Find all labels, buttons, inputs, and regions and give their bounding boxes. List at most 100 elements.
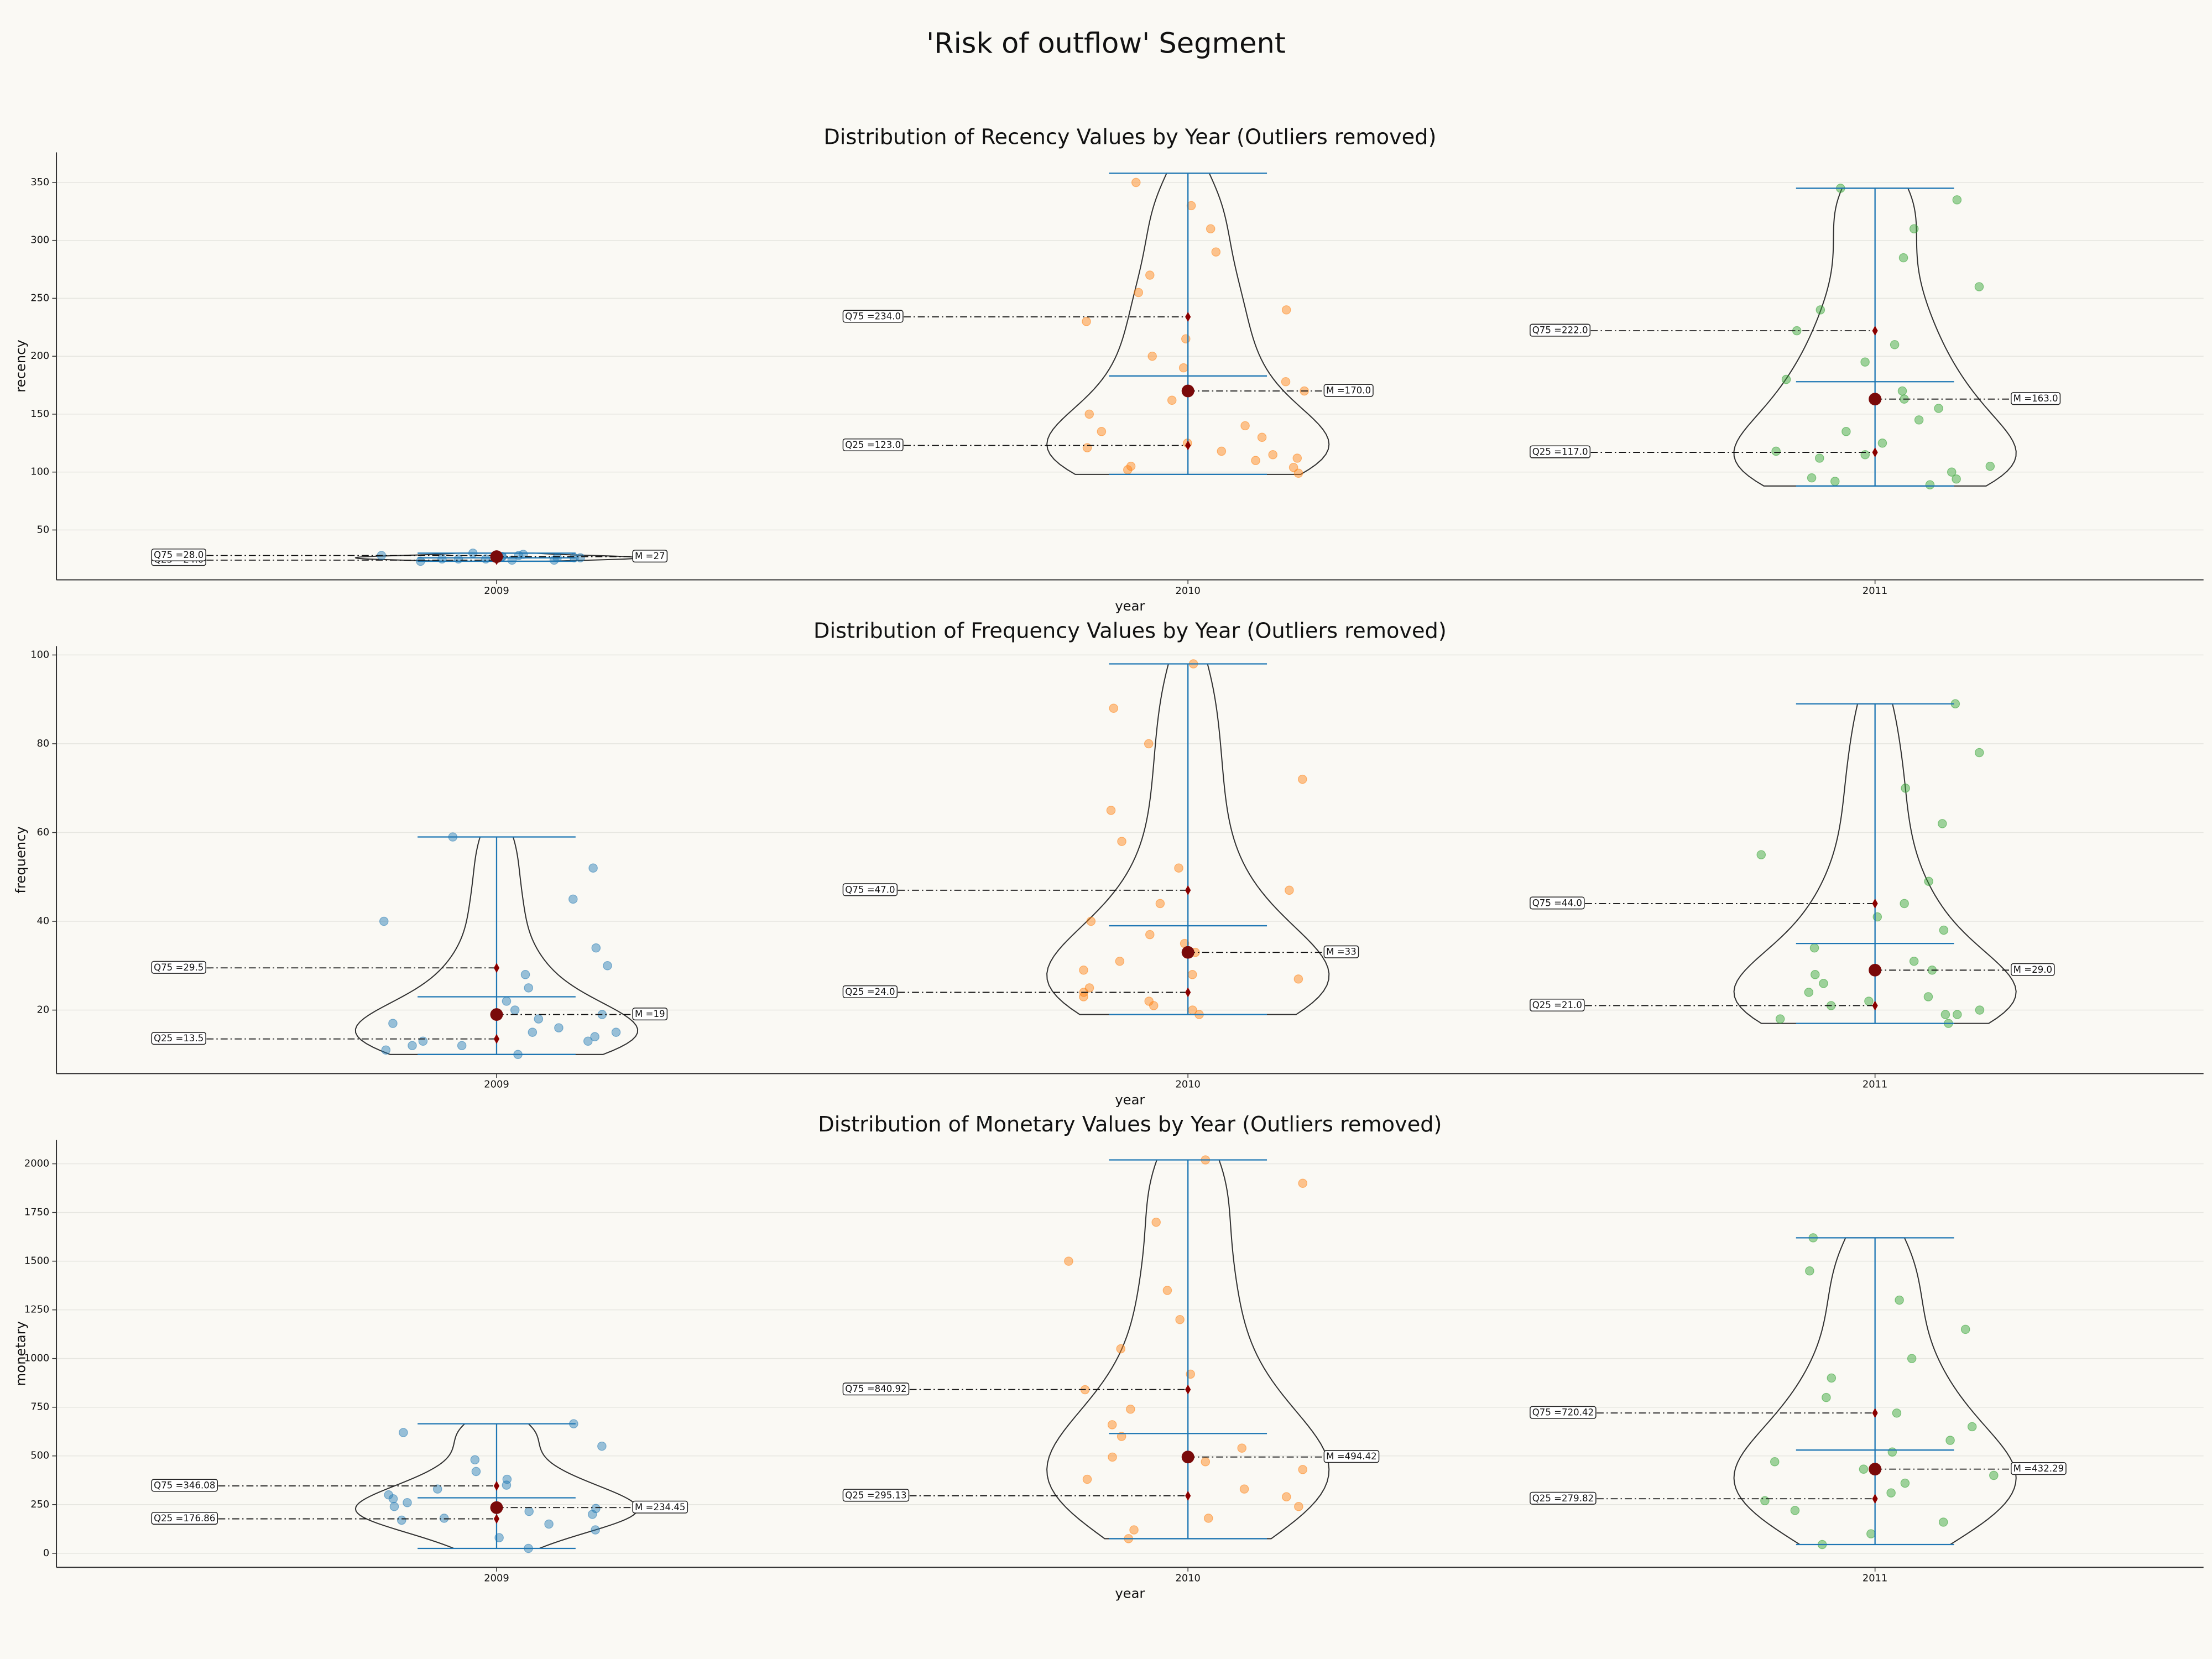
data-point: [611, 1027, 621, 1037]
data-point: [1174, 863, 1183, 873]
y-tick-label: 1250: [24, 1304, 49, 1316]
data-point: [1108, 1452, 1117, 1462]
data-point: [524, 1506, 534, 1516]
data-point: [1181, 334, 1191, 344]
q75-annotation: Q75 =720.42: [1530, 1406, 1878, 1419]
median-label: M =432.29: [2013, 1463, 2064, 1474]
label-box: [1323, 945, 1359, 958]
data-point: [590, 1032, 599, 1041]
data-point: [510, 1005, 520, 1015]
q75-label: Q75 =28.0: [154, 550, 204, 560]
data-point: [583, 1036, 593, 1046]
data-point: [1106, 806, 1116, 815]
q25-marker: [1185, 1490, 1191, 1501]
chart-title: Distribution of Recency Values by Year (…: [823, 124, 1436, 149]
data-point: [1145, 930, 1155, 940]
median-annotation: M =163.0: [1869, 392, 2061, 406]
data-point: [1288, 462, 1298, 472]
data-point: [568, 894, 578, 904]
data-point: [1126, 1404, 1135, 1414]
y-tick-label: 80: [37, 738, 50, 749]
median-marker: [1869, 963, 1882, 977]
y-axis-label: recency: [13, 340, 28, 393]
data-point: [1134, 288, 1144, 298]
y-tick-label: 750: [30, 1401, 49, 1413]
q75-marker: [1872, 898, 1878, 909]
data-point: [1257, 432, 1267, 442]
data-point: [1293, 468, 1303, 478]
q25-marker: [1872, 1000, 1878, 1011]
median-label: M =170.0: [1326, 385, 1371, 396]
data-point: [1952, 474, 1961, 484]
data-point: [1901, 783, 1910, 793]
data-point: [1107, 1420, 1117, 1430]
data-point: [1281, 305, 1291, 315]
q75-label: Q75 =44.0: [1532, 898, 1582, 908]
median-marker: [1181, 946, 1194, 959]
label-box: [151, 1479, 218, 1492]
median-annotation: M =234.45: [490, 1500, 688, 1514]
data-point: [1830, 477, 1840, 486]
data-point: [1866, 1529, 1876, 1538]
data-point: [1187, 970, 1197, 979]
q75-label: Q75 =346.08: [154, 1480, 215, 1490]
median-label: M =33: [1326, 947, 1357, 957]
data-point: [1967, 1422, 1977, 1432]
data-point: [1809, 943, 1819, 953]
data-point: [1985, 461, 1995, 471]
q75-label: Q75 =234.0: [845, 311, 901, 321]
q25-marker: [1872, 1494, 1878, 1504]
data-point: [1292, 453, 1302, 463]
data-point: [1815, 453, 1824, 463]
q25-annotation: Q25 =123.0: [842, 438, 1191, 452]
data-point: [1117, 837, 1126, 846]
data-point: [1097, 427, 1107, 436]
q75-annotation: Q75 =346.08: [151, 1479, 500, 1492]
y-tick-label: 100: [30, 466, 49, 478]
median-annotation: M =170.0: [1181, 384, 1374, 398]
data-point: [1822, 1392, 1831, 1402]
y-axis-label: frequency: [13, 826, 28, 893]
data-point: [1938, 1517, 1948, 1527]
data-point: [1268, 450, 1278, 460]
data-point: [591, 1525, 600, 1535]
q75-annotation: Q75 =47.0: [842, 883, 1191, 896]
data-point: [408, 1041, 417, 1051]
data-point: [1909, 956, 1919, 966]
median-annotation: M =19: [490, 1008, 668, 1021]
data-point: [1129, 1525, 1139, 1535]
data-point: [1989, 1470, 1999, 1480]
data-point: [1974, 748, 1984, 758]
data-point: [1756, 850, 1766, 859]
data-point: [1211, 247, 1221, 257]
data-point: [1925, 480, 1935, 489]
data-point: [1079, 992, 1088, 1001]
data-point: [1217, 446, 1227, 456]
y-tick-label: 250: [30, 1499, 49, 1510]
data-point: [1144, 997, 1154, 1006]
x-tick-label: 2011: [1863, 1573, 1887, 1584]
data-point: [1082, 443, 1092, 452]
y-axis-label: monetary: [13, 1321, 28, 1386]
q25-label: Q25 =21.0: [1532, 1000, 1582, 1010]
data-point: [432, 1484, 442, 1494]
data-point: [1898, 253, 1908, 263]
data-point: [1947, 467, 1957, 477]
data-point: [1151, 1217, 1161, 1227]
median-marker: [1181, 1451, 1194, 1464]
data-point: [379, 916, 389, 926]
y-tick-label: 300: [30, 234, 49, 246]
q25-annotation: Q25 =24.0: [842, 985, 1191, 998]
q75-label: Q75 =222.0: [1532, 325, 1588, 336]
data-point: [1131, 178, 1141, 187]
x-tick-label: 2009: [484, 585, 509, 597]
data-point: [457, 1041, 467, 1051]
data-point: [1909, 224, 1919, 234]
data-point: [1082, 317, 1091, 326]
data-point: [481, 554, 491, 564]
data-point: [524, 983, 534, 993]
label-box: [1530, 445, 1591, 458]
data-point: [1940, 1010, 1950, 1019]
